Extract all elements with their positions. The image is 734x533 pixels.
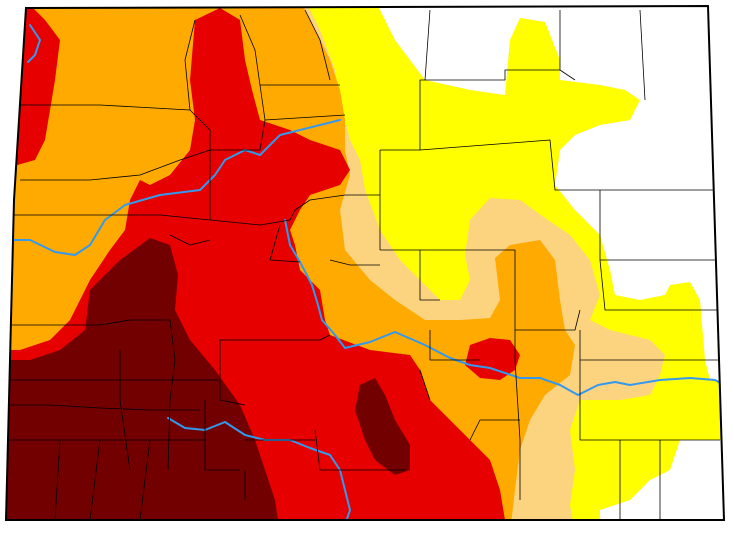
river-yampa xyxy=(27,24,41,63)
county-boundaries xyxy=(8,9,720,520)
river-arkansas xyxy=(284,219,724,396)
state-border xyxy=(4,4,726,521)
d4-exceptional-drought-area xyxy=(6,238,410,520)
river-colorado xyxy=(13,119,341,256)
